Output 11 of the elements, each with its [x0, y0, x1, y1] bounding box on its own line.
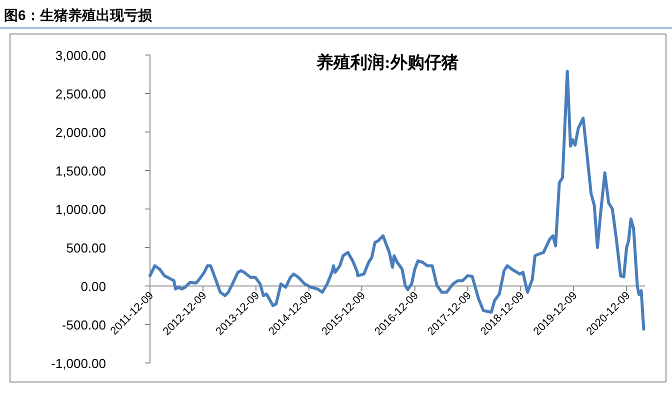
y-tick-label: 1,500.00 [55, 164, 106, 178]
y-tick-label: 1,000.00 [55, 202, 106, 217]
y-tick-label: 500.00 [66, 240, 106, 256]
y-tick-label: 3,000.00 [55, 48, 106, 63]
chart-subtitle: 养殖利润:外购仔猪 [316, 53, 458, 72]
y-tick-label: 0.00 [80, 279, 106, 294]
chart-title: 图6：生猪养殖出现亏损 [4, 7, 153, 23]
y-tick-label: -1,000.00 [51, 356, 106, 371]
y-tick-label: 2,500.00 [55, 86, 106, 102]
y-tick-label: -500.00 [62, 318, 106, 332]
y-tick-label: 2,000.00 [55, 125, 106, 140]
